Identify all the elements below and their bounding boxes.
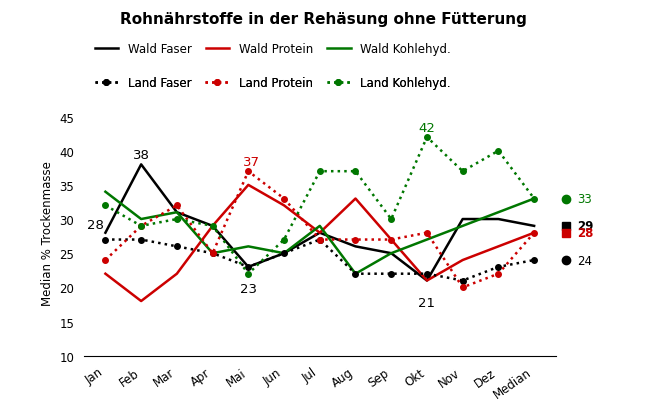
Text: 38: 38 xyxy=(132,148,150,162)
Text: 28: 28 xyxy=(577,227,593,240)
Text: 21: 21 xyxy=(419,296,435,309)
Text: 24: 24 xyxy=(577,254,592,267)
Text: 29: 29 xyxy=(577,220,593,233)
Text: 33: 33 xyxy=(577,193,592,206)
Y-axis label: Median % Trockenmasse: Median % Trockenmasse xyxy=(41,161,54,306)
Text: 37: 37 xyxy=(244,155,260,169)
Text: 28: 28 xyxy=(87,218,103,231)
Text: 42: 42 xyxy=(419,121,435,134)
Text: 23: 23 xyxy=(240,282,257,295)
Legend: Land Faser, Land Protein, Land Kohlehyd.: Land Faser, Land Protein, Land Kohlehyd. xyxy=(90,72,455,95)
Text: Rohnährstoffe in der Rehäsung ohne Fütterung: Rohnährstoffe in der Rehäsung ohne Fütte… xyxy=(120,12,526,27)
